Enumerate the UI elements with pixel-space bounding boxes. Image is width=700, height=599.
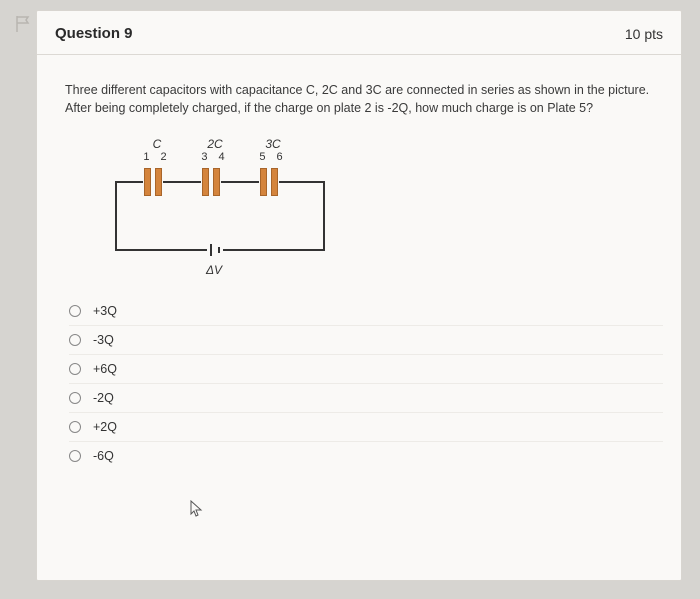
radio-icon[interactable] xyxy=(69,305,81,317)
question-number: Question 9 xyxy=(55,25,133,42)
answer-option[interactable]: -2Q xyxy=(69,383,663,412)
answer-option[interactable]: -6Q xyxy=(69,441,663,470)
answer-option[interactable]: +6Q xyxy=(69,354,663,383)
cap-label: C xyxy=(128,137,186,151)
plate-2 xyxy=(155,168,162,196)
radio-icon[interactable] xyxy=(69,421,81,433)
question-body: Three different capacitors with capacita… xyxy=(37,55,681,580)
radio-icon[interactable] xyxy=(69,334,81,346)
radio-icon[interactable] xyxy=(69,450,81,462)
answer-options: +3Q -3Q +6Q -2Q +2Q -6Q xyxy=(69,297,663,470)
option-label: +3Q xyxy=(93,304,117,318)
plate-3 xyxy=(202,168,209,196)
flag-icon[interactable] xyxy=(14,14,32,34)
plate-5 xyxy=(260,168,267,196)
question-header: Question 9 10 pts xyxy=(37,11,681,55)
plate-4 xyxy=(213,168,220,196)
cap-label: 2C xyxy=(186,137,244,151)
option-label: -3Q xyxy=(93,333,114,347)
cursor-icon xyxy=(190,500,204,518)
answer-option[interactable]: +2Q xyxy=(69,412,663,441)
plate-6 xyxy=(271,168,278,196)
cap-label: 3C xyxy=(244,137,302,151)
answer-option[interactable]: -3Q xyxy=(69,325,663,354)
option-label: -6Q xyxy=(93,449,114,463)
option-label: +6Q xyxy=(93,362,117,376)
radio-icon[interactable] xyxy=(69,363,81,375)
plate-1 xyxy=(144,168,151,196)
question-card: Question 9 10 pts Three different capaci… xyxy=(36,10,682,581)
plate-label: 3 4 xyxy=(186,151,244,163)
circuit-diagram: C 2C 3C 1 2 3 4 5 6 xyxy=(105,137,395,267)
plate-label: 1 2 xyxy=(128,151,186,163)
question-points: 10 pts xyxy=(625,26,663,42)
plate-label: 5 6 xyxy=(244,151,302,163)
radio-icon[interactable] xyxy=(69,392,81,404)
answer-option[interactable]: +3Q xyxy=(69,297,663,325)
option-label: +2Q xyxy=(93,420,117,434)
option-label: -2Q xyxy=(93,391,114,405)
question-prompt: Three different capacitors with capacita… xyxy=(65,81,663,117)
battery-symbol xyxy=(207,241,223,259)
source-label: ΔV xyxy=(206,263,222,277)
